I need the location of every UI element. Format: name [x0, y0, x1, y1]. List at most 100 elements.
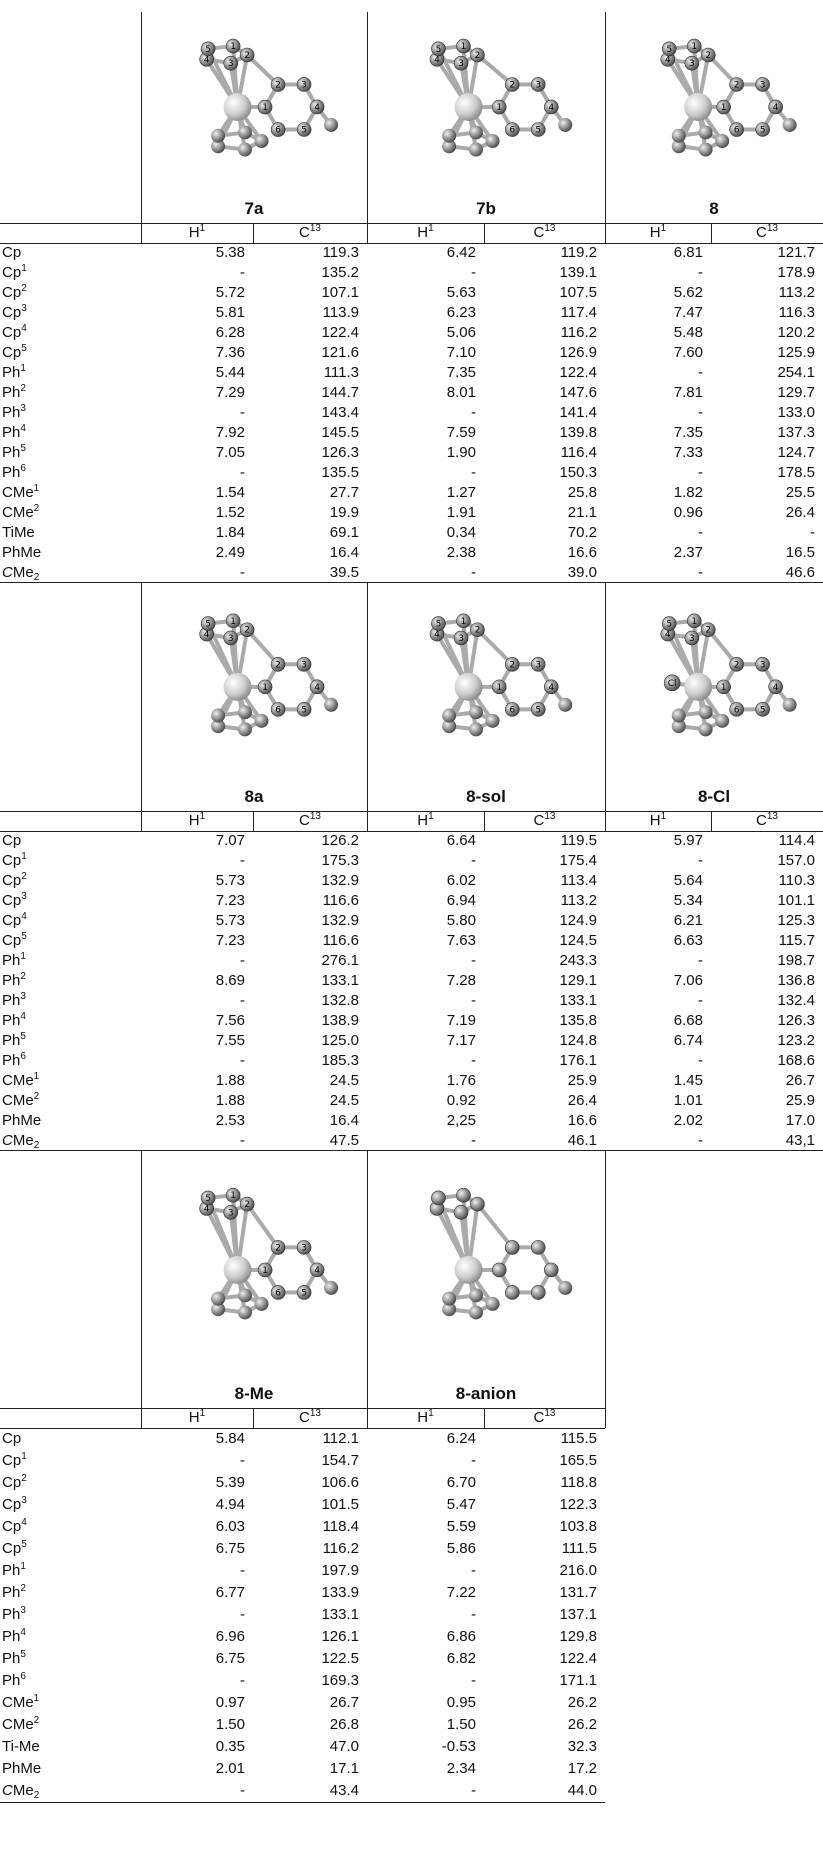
titanium: [684, 673, 712, 701]
value-cell: 6.28: [141, 323, 245, 343]
atom: [238, 1288, 252, 1302]
value-cell: -: [141, 1450, 245, 1472]
label-sup: 2: [21, 1473, 27, 1484]
label-text: Ph: [2, 992, 20, 1009]
row-label: Cp4: [0, 323, 143, 343]
value-cell: 6.74: [605, 1031, 703, 1051]
value-cell: 7.23: [141, 891, 245, 911]
atom: [531, 1240, 545, 1254]
value-cell: -: [141, 1560, 245, 1582]
value-cell: 124.8: [484, 1031, 597, 1051]
label-sup: 13: [310, 223, 321, 234]
label-text: Ph: [2, 952, 20, 969]
value-cell: 117.4: [484, 303, 597, 323]
titanium: [684, 93, 712, 121]
label-text: Ph: [2, 1012, 20, 1029]
atom-label: 3: [689, 59, 695, 69]
atom-label: 4: [773, 683, 779, 693]
value-cell: 1.88: [141, 1091, 245, 1111]
label-sup: 3: [20, 991, 26, 1002]
value-cell: 70.2: [484, 523, 597, 543]
value-cell: 154.7: [253, 1450, 359, 1472]
atom-label: 3: [760, 80, 766, 90]
label-text: Me: [13, 564, 34, 581]
label-text: Cp: [2, 1452, 21, 1469]
value-cell: 125.0: [253, 1031, 359, 1051]
value-cell: 121.7: [711, 243, 815, 263]
value-cell: -: [605, 263, 703, 283]
value-cell: -: [367, 1131, 476, 1151]
label-sup: 13: [310, 811, 321, 822]
column-header: H1: [367, 811, 484, 831]
value-cell: 26.2: [484, 1714, 597, 1736]
atom-label: 5: [535, 125, 541, 135]
value-cell: -: [141, 1604, 245, 1626]
value-cell: 138.9: [253, 1011, 359, 1031]
atom: [531, 1285, 545, 1299]
atom-label: 3: [535, 660, 541, 670]
atom: [486, 134, 500, 148]
atom-label: 2: [509, 660, 515, 670]
label-sup: 1: [200, 1408, 206, 1419]
label-sup: 1: [21, 851, 27, 862]
value-cell: 126.3: [253, 443, 359, 463]
label-sup: 4: [20, 1627, 26, 1638]
atom-label: 4: [314, 1266, 320, 1276]
row-label: Ph6: [0, 1051, 143, 1071]
value-cell: 124.7: [711, 443, 815, 463]
value-cell: 21.1: [484, 503, 597, 523]
atom-label: 4: [204, 1204, 210, 1214]
value-cell: 7.10: [367, 343, 476, 363]
row-label: Ph1: [0, 363, 143, 383]
value-cell: 198.7: [711, 951, 815, 971]
molecule: 12345123456: [615, 16, 813, 191]
titanium: [455, 93, 483, 121]
value-cell: 26.4: [711, 503, 815, 523]
atom-label: 1: [691, 42, 697, 52]
label-sup: 1: [428, 811, 434, 822]
label-sup: 1: [200, 223, 206, 234]
value-cell: -: [605, 403, 703, 423]
atom: [505, 1285, 519, 1299]
label-sup: 2: [20, 383, 26, 394]
value-cell: 101.1: [711, 891, 815, 911]
value-cell: 1.52: [141, 503, 245, 523]
value-cell: 7.60: [605, 343, 703, 363]
atom-label: 6: [509, 126, 515, 136]
value-cell: -: [367, 851, 476, 871]
atom-label: 2: [244, 626, 250, 636]
label-text: Ph: [2, 1584, 20, 1601]
value-cell: 17.1: [253, 1758, 359, 1780]
atom-label: 4: [548, 103, 554, 113]
value-cell: 5.44: [141, 363, 245, 383]
label-text: H: [189, 1409, 200, 1426]
label-text: CMe: [2, 504, 34, 521]
label-sup: 1: [428, 1408, 434, 1419]
atom: [442, 709, 456, 723]
value-cell: 5.63: [367, 283, 476, 303]
atom: [699, 705, 713, 719]
label-text: C: [756, 812, 767, 829]
value-cell: 113.9: [253, 303, 359, 323]
value-cell: -: [605, 463, 703, 483]
atom-label: 5: [666, 620, 672, 630]
value-cell: 136.8: [711, 971, 815, 991]
label-sup: 6: [20, 463, 26, 474]
label-sup: 13: [767, 811, 778, 822]
titanium: [224, 93, 252, 121]
value-cell: 6.81: [605, 243, 703, 263]
label-sup: 13: [544, 811, 555, 822]
value-cell: 7.81: [605, 383, 703, 403]
value-cell: 7.92: [141, 423, 245, 443]
atom-label: 1: [496, 683, 502, 693]
value-cell: 6.75: [141, 1538, 245, 1560]
value-cell: 8.01: [367, 383, 476, 403]
label-italic: C: [2, 1782, 13, 1799]
value-cell: 122.5: [253, 1648, 359, 1670]
atom-label: 1: [461, 617, 467, 627]
atom: [699, 125, 713, 139]
value-cell: 144.7: [253, 383, 359, 403]
rule: [605, 1151, 606, 1428]
column-header: H1: [367, 223, 484, 243]
value-cell: 1.82: [605, 483, 703, 503]
